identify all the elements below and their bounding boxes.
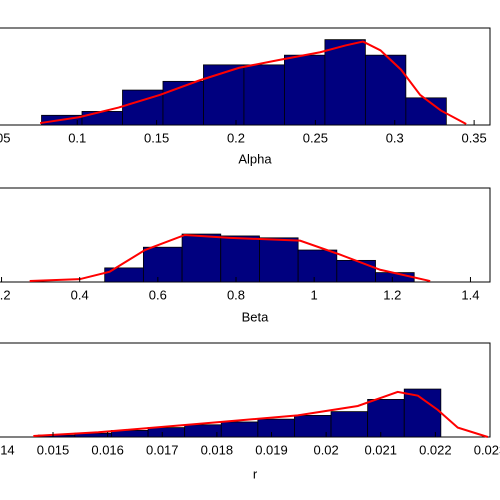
bar [330, 411, 369, 438]
bar [259, 237, 299, 283]
x-tick-label: 0.05 [0, 130, 11, 145]
bar [181, 233, 222, 283]
bar [162, 80, 204, 126]
bar [405, 97, 447, 126]
x-tick-label: 0.021 [364, 442, 397, 457]
x-tick-label: 0.018 [201, 442, 234, 457]
x-tick-label: 0.023 [474, 442, 500, 457]
bar [243, 64, 285, 126]
x-tick-label: 0.019 [255, 442, 288, 457]
x-tick-label: 0.02 [313, 442, 338, 457]
density-line [33, 390, 489, 438]
bar [284, 54, 326, 126]
bar [324, 39, 366, 126]
x-tick-label: 0.25 [303, 130, 328, 145]
x-tick-label: 0.017 [146, 442, 179, 457]
x-tick-label: 0.35 [461, 130, 486, 145]
bar [203, 64, 245, 126]
bar [364, 54, 407, 126]
bar [297, 249, 338, 283]
bar [147, 427, 186, 438]
x-tick-label: 0.2 [227, 130, 245, 145]
bar [403, 388, 442, 438]
bar [220, 421, 259, 438]
x-tick-label: 0.016 [91, 442, 124, 457]
bar [294, 414, 332, 438]
x-tick-label: 0.15 [144, 130, 169, 145]
x-tick-label: 0.014 [0, 442, 15, 457]
density-line [29, 233, 431, 283]
density-line [39, 40, 467, 125]
x-tick-label: 1.4 [461, 287, 479, 302]
x-tick-label: 0.022 [419, 442, 452, 457]
x-axis-label: r [253, 466, 258, 481]
x-tick-label: 0.1 [68, 130, 86, 145]
bar [220, 235, 260, 283]
x-tick-label: 0.3 [386, 130, 404, 145]
bar [104, 267, 144, 283]
bar [336, 259, 376, 283]
x-tick-label: 0.8 [227, 287, 245, 302]
bar [142, 246, 183, 283]
bar [184, 424, 222, 438]
bar [81, 111, 123, 126]
x-axis-label: Beta [242, 309, 270, 324]
x-axis-label: Alpha [238, 151, 272, 166]
x-tick-label: 0.4 [71, 287, 89, 302]
x-tick-label: 0.2 [0, 287, 11, 302]
bar [257, 418, 295, 438]
x-tick-label: 0.015 [37, 442, 70, 457]
x-tick-label: 0.6 [149, 287, 167, 302]
x-tick-label: 1.2 [383, 287, 401, 302]
x-tick-label: 1 [311, 287, 318, 302]
bar [367, 398, 405, 438]
